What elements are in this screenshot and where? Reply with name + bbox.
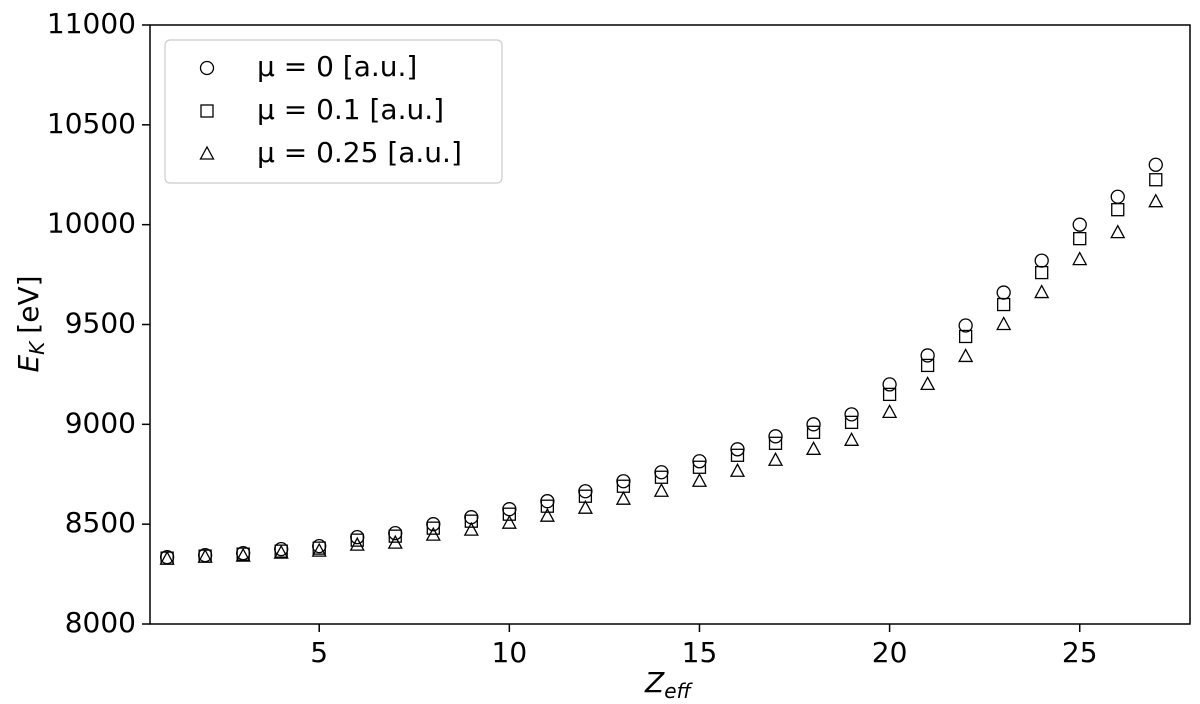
marker-triangle <box>882 403 898 419</box>
marker-triangle <box>767 451 784 466</box>
marker-circle <box>616 474 631 489</box>
marker-circle <box>1110 189 1125 204</box>
marker-triangle <box>501 514 517 529</box>
marker-square <box>768 436 783 450</box>
x-tick-label: 5 <box>310 636 328 669</box>
marker-circle <box>920 348 935 363</box>
marker-square <box>806 425 821 439</box>
marker-circle <box>540 494 555 509</box>
y-label-main: E <box>12 355 45 373</box>
legend-label: μ = 0 [a.u.] <box>257 50 417 83</box>
marker-triangle <box>159 550 175 565</box>
marker-triangle <box>653 482 670 497</box>
marker-square <box>730 448 745 462</box>
marker-triangle <box>273 544 289 559</box>
marker-square <box>388 529 402 543</box>
legend-label: μ = 0.1 [a.u.] <box>257 93 444 126</box>
y-tick-label: 10500 <box>47 107 136 140</box>
marker-square <box>540 499 555 513</box>
marker-triangle <box>311 542 327 557</box>
marker-triangle <box>463 521 479 536</box>
marker-square <box>1073 231 1087 246</box>
marker-triangle <box>1110 224 1126 239</box>
marker-square <box>1111 203 1125 217</box>
marker-triangle <box>920 376 936 391</box>
x-tick-label: 10 <box>492 636 528 669</box>
y-label-sub: K <box>25 340 49 355</box>
legend-label: μ = 0.25 [a.u.] <box>257 136 462 169</box>
marker-triangle <box>691 472 708 487</box>
x-label-sub: eff <box>664 679 693 703</box>
marker-square <box>464 514 478 528</box>
marker-circle <box>1072 217 1087 232</box>
x-axis-label: Zeff <box>644 666 693 703</box>
marker-circle <box>882 377 897 392</box>
marker-triangle <box>235 547 251 562</box>
y-tick-label: 9500 <box>65 307 136 340</box>
marker-triangle <box>958 348 974 363</box>
marker-circle <box>199 60 215 76</box>
marker-circle <box>654 465 669 480</box>
y-tick-label: 10000 <box>47 207 136 240</box>
marker-square <box>958 329 973 344</box>
marker-triangle <box>615 490 632 505</box>
marker-triangle <box>349 536 365 551</box>
x-tick-label: 15 <box>682 636 718 669</box>
legend-box <box>164 39 503 184</box>
marker-square <box>1149 173 1163 187</box>
marker-circle <box>464 510 479 525</box>
marker-triangle <box>1034 284 1050 299</box>
marker-square <box>882 387 897 402</box>
marker-circle <box>996 285 1011 300</box>
x-label-main: Z <box>644 666 665 699</box>
x-tick-label: 20 <box>872 636 908 669</box>
marker-triangle <box>729 462 746 477</box>
y-tick-label: 8500 <box>65 506 136 539</box>
marker-circle <box>1034 253 1049 268</box>
marker-triangle <box>425 526 441 541</box>
marker-square <box>312 541 326 555</box>
marker-square <box>997 297 1011 312</box>
marker-circle <box>578 484 593 499</box>
y-tick-label: 8000 <box>65 606 136 639</box>
marker-square <box>200 104 214 118</box>
marker-triangle <box>199 145 215 160</box>
marker-triangle <box>805 440 822 455</box>
y-tick-label: 9000 <box>65 406 136 439</box>
x-tick-label: 25 <box>1062 636 1098 669</box>
marker-square <box>350 533 364 547</box>
marker-square <box>1035 265 1049 280</box>
marker-circle <box>1148 157 1163 172</box>
marker-circle <box>768 429 783 444</box>
marker-circle <box>958 318 973 333</box>
marker-triangle <box>539 507 555 522</box>
y-tick-label: 11000 <box>47 7 136 40</box>
marker-circle <box>844 407 859 422</box>
marker-square <box>502 507 516 521</box>
marker-triangle <box>197 548 213 563</box>
marker-circle <box>806 417 821 432</box>
marker-circle <box>502 502 517 517</box>
plot-frame <box>149 24 1191 625</box>
marker-circle <box>388 526 403 541</box>
marker-triangle <box>996 316 1012 331</box>
marker-square <box>920 358 935 373</box>
y-axis-label: EK [eV] <box>12 275 49 372</box>
marker-triangle <box>577 499 593 514</box>
marker-triangle <box>387 534 403 549</box>
marker-square <box>426 521 440 535</box>
marker-triangle <box>1072 251 1088 266</box>
marker-square <box>844 415 859 429</box>
marker-triangle <box>843 431 860 446</box>
y-label-unit: [eV] <box>12 275 45 333</box>
marker-triangle <box>1148 193 1164 208</box>
